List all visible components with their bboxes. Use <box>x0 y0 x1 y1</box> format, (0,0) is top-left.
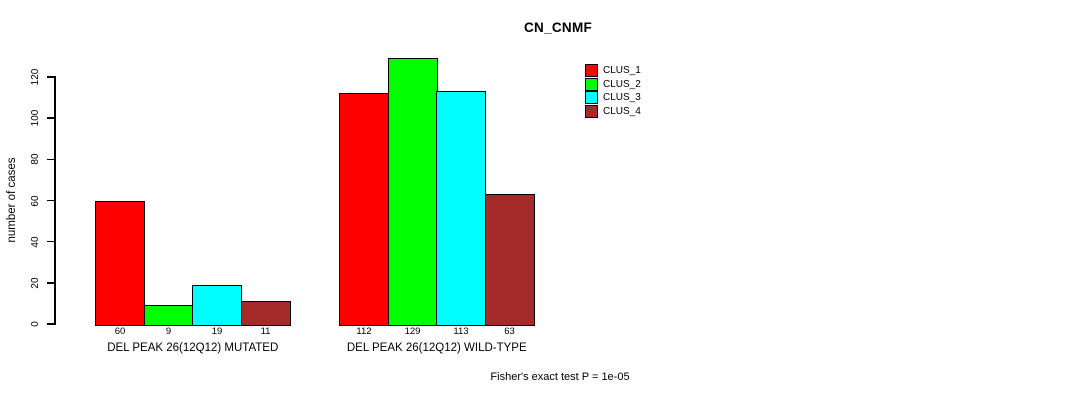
legend-item-clus_1: CLUS_1 <box>585 64 641 78</box>
legend-swatch-icon <box>585 91 598 105</box>
bar-value-label: 60 <box>114 326 126 337</box>
category-label: DEL PEAK 26(12Q12) MUTATED <box>107 342 279 354</box>
legend: CLUS_1 CLUS_2 CLUS_3 CLUS_4 <box>585 64 641 118</box>
y-tick-label: 120 <box>30 68 41 86</box>
bar-value-label: 63 <box>504 326 515 337</box>
category-label: DEL PEAK 26(12Q12) WILD-TYPE <box>346 342 527 354</box>
y-tick-label: 60 <box>30 194 41 207</box>
bar-value-label: 9 <box>165 326 172 337</box>
bar-clus_2-group1 <box>143 305 194 326</box>
legend-swatch-icon <box>585 77 598 91</box>
y-tick-label: 80 <box>30 153 41 165</box>
y-tick-label: 40 <box>30 236 41 248</box>
bar-clus_4-group1 <box>240 301 291 326</box>
legend-item-label: CLUS_4 <box>603 105 641 117</box>
chart-title: CN_CNMF <box>523 20 593 35</box>
y-tick-label: 100 <box>30 109 41 127</box>
bar-clus_3-group2 <box>436 91 486 326</box>
legend-item-clus_2: CLUS_2 <box>585 77 641 92</box>
legend-item-clus_3: CLUS_3 <box>585 91 641 105</box>
legend-item-label: CLUS_3 <box>603 92 641 104</box>
annotation-fisher-test: Fisher's exact test P = 1e-05 <box>490 371 630 383</box>
y-tick-mark <box>47 158 55 161</box>
bar-value-label: 11 <box>260 326 271 337</box>
bar-clus_1-group1 <box>95 200 145 326</box>
bar-value-label: 113 <box>453 326 469 337</box>
y-tick-mark <box>47 282 55 284</box>
y-tick-label: 20 <box>30 277 41 289</box>
legend-swatch-icon <box>585 64 598 78</box>
legend-item-label: CLUS_2 <box>603 78 641 90</box>
bar-clus_2-group2 <box>387 58 438 326</box>
bar-value-label: 112 <box>356 326 372 337</box>
y-tick-mark <box>47 76 55 78</box>
y-tick-mark <box>47 199 55 202</box>
y-tick-mark <box>47 117 55 119</box>
y-tick-label: 0 <box>30 321 41 327</box>
y-tick-mark <box>47 323 55 325</box>
bar-clus_1-group2 <box>339 93 389 326</box>
legend-swatch-icon <box>585 104 598 118</box>
bar-clus_4-group2 <box>484 194 535 326</box>
y-axis-title: number of cases <box>6 157 18 243</box>
y-tick-mark <box>47 240 55 243</box>
bar-value-label: 129 <box>404 326 421 337</box>
bar-value-label: 19 <box>211 326 223 337</box>
legend-item-label: CLUS_1 <box>603 65 641 77</box>
legend-item-clus_4: CLUS_4 <box>585 104 641 119</box>
bar-clus_3-group1 <box>192 284 242 326</box>
